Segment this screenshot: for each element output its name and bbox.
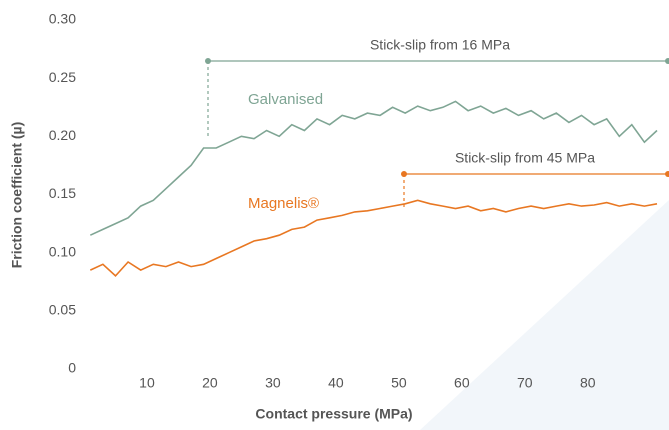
x-axis-label: Contact pressure (MPa) <box>255 406 412 422</box>
x-tick-label: 50 <box>391 375 407 391</box>
annotation: Stick-slip from 45 MPa <box>455 150 595 166</box>
annotation-dot <box>665 58 669 64</box>
x-tick-label: 60 <box>454 375 470 391</box>
y-tick-label: 0.05 <box>49 302 76 318</box>
y-axis-label: Friction coefficient (µ) <box>9 122 25 269</box>
y-tick-label: 0 <box>68 360 76 376</box>
y-tick-label: 0.25 <box>49 69 76 85</box>
x-tick-label: 70 <box>517 375 533 391</box>
series-line <box>89 100 658 236</box>
annotation-dot <box>401 171 407 177</box>
x-tick-label: 40 <box>328 375 344 391</box>
y-tick-label: 0.10 <box>49 243 76 259</box>
annotation-dot <box>205 58 211 64</box>
series-line <box>89 199 658 278</box>
annotation-dot <box>665 171 669 177</box>
x-tick-label: 30 <box>265 375 281 391</box>
annotation: Stick-slip from 16 MPa <box>370 37 510 53</box>
background-shape <box>420 200 669 430</box>
x-tick-label: 80 <box>580 375 596 391</box>
series-label: Galvanised <box>248 91 323 108</box>
x-tick-label: 10 <box>139 375 155 391</box>
y-tick-label: 0.30 <box>49 11 76 27</box>
y-tick-label: 0.15 <box>49 185 76 201</box>
y-tick-label: 0.20 <box>49 127 76 143</box>
series-label: Magnelis® <box>248 195 319 212</box>
x-tick-label: 20 <box>202 375 218 391</box>
